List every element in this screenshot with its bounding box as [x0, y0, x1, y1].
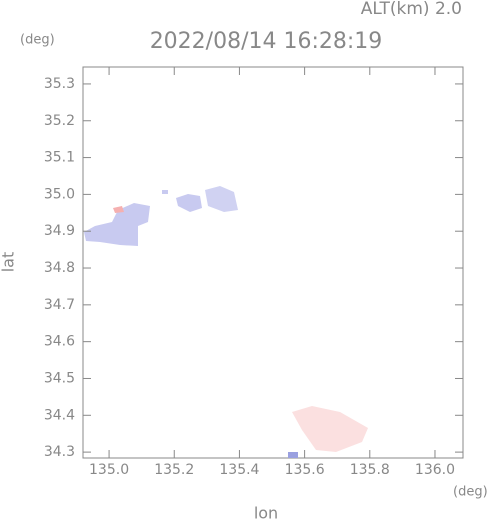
x-tick-label: 136.0 [415, 462, 455, 478]
echo-region [84, 203, 150, 246]
echo-region [113, 206, 124, 213]
y-tick-label: 35.3 [44, 76, 75, 92]
y-tick-label: 35.0 [44, 186, 75, 202]
x-tick-label: 135.6 [285, 462, 325, 478]
altitude-label: ALT(km) 2.0 [361, 0, 462, 19]
chart-title: 2022/08/14 16:28:19 [150, 29, 383, 54]
y-tick-label: 34.8 [44, 260, 75, 276]
y-tick-label: 35.1 [44, 150, 75, 166]
y-tick-label: 34.3 [44, 444, 75, 460]
x-tick-label: 135.8 [350, 462, 390, 478]
y-tick-label: 34.5 [44, 370, 75, 386]
y-tick-label: 34.4 [44, 407, 75, 423]
y-tick-label: 35.2 [44, 113, 75, 129]
y-tick-label: 34.6 [44, 334, 75, 350]
echo-region [205, 186, 238, 212]
plot-frame [82, 66, 464, 459]
echo-region [292, 406, 368, 452]
y-tick-label: 34.9 [44, 223, 75, 239]
x-tick-label: 135.2 [154, 462, 194, 478]
echo-region [162, 190, 168, 194]
y-unit: (deg) [20, 33, 55, 48]
x-tick-label: 135.0 [89, 462, 129, 478]
echo-region [176, 194, 202, 212]
y-tick-label: 34.7 [44, 297, 75, 313]
echo-regions [84, 186, 368, 458]
x-unit: (deg) [453, 485, 488, 500]
x-axis-label: lon [254, 504, 278, 521]
y-axis-label: lat [0, 252, 18, 273]
x-tick-label: 135.4 [219, 462, 259, 478]
echo-region [288, 452, 298, 458]
